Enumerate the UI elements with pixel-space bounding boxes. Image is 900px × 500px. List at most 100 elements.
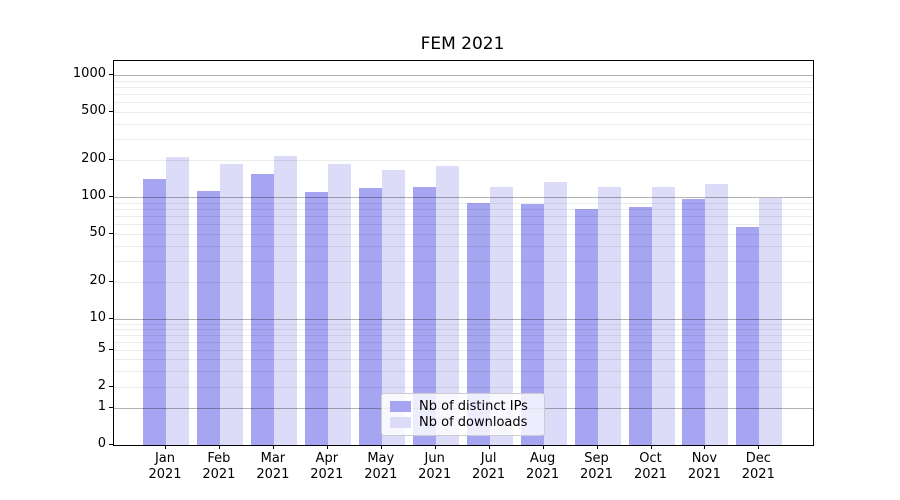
bar-downloads-jul <box>489 187 513 445</box>
y-tick-mark <box>109 159 113 161</box>
gridline-minor <box>114 102 813 104</box>
legend-swatch-downloads <box>390 417 411 429</box>
bar-downloads-jun <box>435 165 459 445</box>
bar-downloads-aug <box>543 181 567 445</box>
y-tick-label: 200 <box>81 151 106 167</box>
y-tick-mark <box>109 110 113 112</box>
x-tick-label: Jul 2021 <box>472 451 506 482</box>
x-tick-label: Oct 2021 <box>633 451 668 482</box>
x-tick-mark <box>596 445 598 449</box>
gridline-minor <box>114 329 813 331</box>
bar-downloads-feb <box>219 163 243 445</box>
gridline-minor <box>114 111 813 113</box>
bar-ips-nov <box>682 198 706 445</box>
gridline-minor <box>114 224 813 226</box>
legend-item-distinct-ips: Nb of distinct IPs <box>390 399 536 414</box>
x-tick-label: Feb 2021 <box>202 451 236 482</box>
gridline-major <box>114 319 813 320</box>
legend-swatch-distinct-ips <box>390 400 411 412</box>
x-tick-mark <box>650 445 652 449</box>
x-tick-mark <box>758 445 760 449</box>
x-tick-label: Nov 2021 <box>687 451 721 482</box>
bar-ips-may <box>358 188 382 445</box>
y-tick-label: 100 <box>81 188 106 203</box>
x-tick-mark <box>165 445 166 449</box>
grid-layer <box>114 61 813 445</box>
bar-ips-oct <box>628 206 652 445</box>
x-tick-label: Jan 2021 <box>148 451 182 482</box>
y-tick-label: 50 <box>89 224 106 240</box>
x-tick-mark <box>434 445 436 449</box>
y-tick-label: 1000 <box>72 66 106 81</box>
x-tick-mark <box>272 445 274 449</box>
bar-ips-jul <box>466 203 490 445</box>
gridline-minor <box>114 282 813 284</box>
x-tick-mark <box>380 445 382 449</box>
y-tick-mark <box>109 385 113 387</box>
y-tick-mark <box>109 74 113 75</box>
plot-area: Nb of distinct IPs Nb of downloads <box>113 60 814 446</box>
gridline-minor <box>114 386 813 388</box>
x-tick-mark <box>326 445 328 449</box>
gridline-major <box>114 197 813 198</box>
y-tick-mark <box>109 232 113 234</box>
gridline-minor <box>114 138 813 140</box>
x-tick-label: Dec 2021 <box>741 451 775 482</box>
bar-ips-dec <box>736 226 760 445</box>
x-tick-label: Mar 2021 <box>256 451 290 482</box>
gridline-minor <box>114 202 813 204</box>
y-tick-mark <box>109 349 113 351</box>
chart-title: FEM 2021 <box>420 34 505 54</box>
gridline-minor <box>114 245 813 247</box>
bar-downloads-may <box>381 169 405 445</box>
bar-downloads-nov <box>705 183 729 445</box>
y-tick-mark <box>109 318 113 319</box>
y-tick-label: 20 <box>89 273 106 289</box>
x-tick-mark <box>218 445 220 449</box>
gridline-minor <box>114 342 813 344</box>
bar-ips-jun <box>412 186 436 445</box>
bar-ips-feb <box>196 190 220 445</box>
y-tick-mark <box>109 444 113 445</box>
bar-downloads-jan <box>166 157 189 445</box>
gridline-minor <box>114 80 813 82</box>
y-tick-label: 10 <box>89 310 106 325</box>
x-tick-label: Aug 2021 <box>526 451 560 482</box>
y-tick-mark <box>109 281 113 283</box>
gridline-minor <box>114 370 813 372</box>
x-tick-mark <box>488 445 490 449</box>
legend: Nb of distinct IPs Nb of downloads <box>381 393 545 436</box>
x-tick-label: Sep 2021 <box>579 451 614 482</box>
x-tick-mark <box>542 445 544 449</box>
bar-ips-aug <box>520 204 544 445</box>
bar-ips-mar <box>250 173 274 445</box>
gridline-minor <box>114 215 813 217</box>
y-tick-label: 5 <box>97 341 106 357</box>
gridline-minor <box>114 86 813 88</box>
bar-ips-apr <box>304 192 328 445</box>
x-tick-mark <box>704 445 706 449</box>
x-tick-label: May 2021 <box>364 451 398 482</box>
gridline-minor <box>114 233 813 235</box>
gridline-minor <box>114 260 813 262</box>
y-tick-mark <box>109 406 113 408</box>
gridline-minor <box>114 359 813 361</box>
bar-ips-jan <box>143 179 166 445</box>
x-tick-label: Apr 2021 <box>310 451 344 482</box>
legend-label-distinct-ips: Nb of distinct IPs <box>419 398 528 414</box>
y-tick-mark <box>109 196 113 197</box>
legend-item-downloads: Nb of downloads <box>390 415 536 430</box>
gridline-minor <box>114 350 813 352</box>
gridline-minor <box>114 160 813 162</box>
bar-downloads-mar <box>273 155 297 445</box>
bar-downloads-apr <box>327 164 351 445</box>
bar-downloads-sep <box>597 186 621 445</box>
y-tick-label: 0 <box>97 436 106 451</box>
gridline-minor <box>114 335 813 337</box>
bar-downloads-dec <box>759 197 783 445</box>
y-tick-label: 500 <box>81 102 106 118</box>
gridline-minor <box>114 93 813 95</box>
bar-downloads-oct <box>651 186 675 445</box>
gridline-minor <box>114 123 813 125</box>
